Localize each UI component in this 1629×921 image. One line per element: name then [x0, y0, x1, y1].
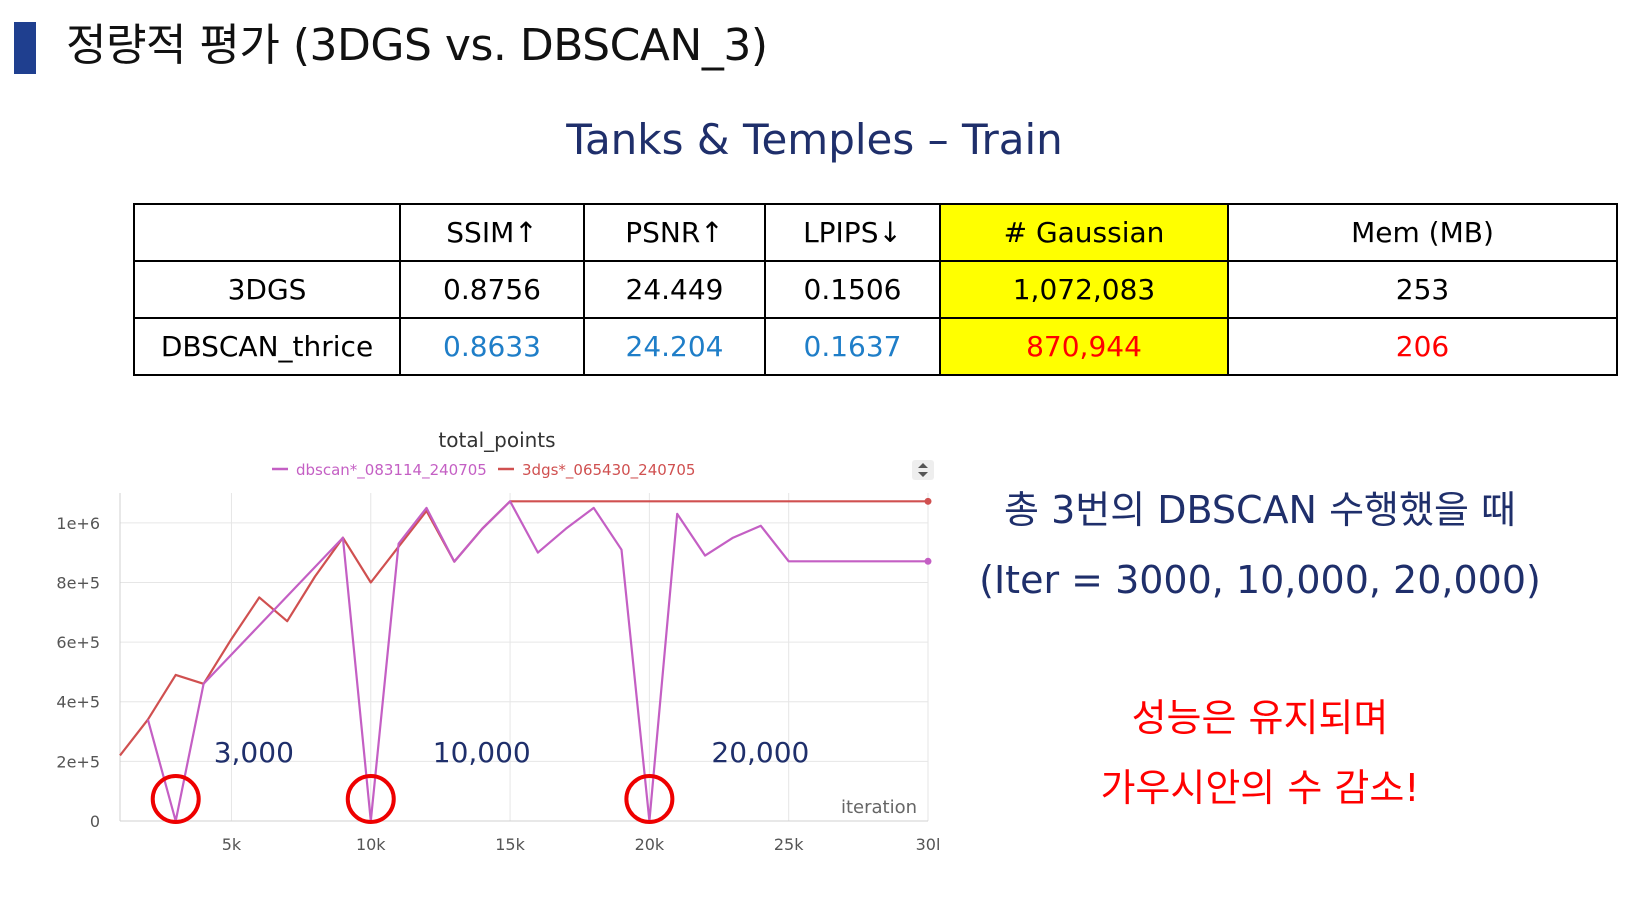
cell-mem: 206 [1227, 317, 1618, 376]
annotation-circle [624, 774, 675, 824]
x-tick-label: 5k [222, 835, 242, 854]
cell-psnr: 24.449 [583, 260, 766, 319]
y-tick-label: 1e+6 [56, 514, 100, 533]
table-subtitle: Tanks & Temples – Train [566, 115, 1063, 164]
legend-label: 3dgs*_065430_240705 [522, 461, 695, 480]
header-mem: Mem (MB) [1227, 203, 1618, 262]
y-tick-label: 8e+5 [56, 573, 100, 592]
header-gaussian: # Gaussian [939, 203, 1229, 262]
note-line-4: 가우시안의 수 감소! [1100, 766, 1420, 810]
series-end-point [924, 497, 932, 505]
cell-lpips: 0.1637 [764, 317, 941, 376]
x-tick-label: 10k [356, 835, 386, 854]
y-tick-label: 2e+5 [56, 752, 100, 771]
x-tick-label: 30l [916, 835, 941, 854]
total-points-chart: 0 2e+5 4e+5 6e+5 8e+5 1e+6 5k 10k 15k 20k 25k 30l to… [56, 430, 941, 854]
header-empty [133, 203, 401, 262]
x-tick-label: 20k [635, 835, 665, 854]
row-label: 3DGS [133, 260, 401, 319]
cell-mem: 253 [1227, 260, 1618, 319]
note-line-2: (Iter = 3000, 10,000, 20,000) [979, 558, 1541, 602]
series-end-point [924, 557, 932, 565]
y-tick-label: 6e+5 [56, 633, 100, 652]
cell-lpips: 0.1506 [764, 260, 941, 319]
legend-scroll-arrows-icon [918, 463, 928, 477]
cell-ssim: 0.8633 [399, 317, 585, 376]
title-accent-bar [14, 22, 36, 74]
cell-psnr: 24.204 [583, 317, 766, 376]
legend-scroll-icon [912, 460, 934, 480]
row-label: DBSCAN_thrice [133, 317, 401, 376]
annotation-circle [150, 774, 201, 824]
cell-gaussian: 870,944 [939, 317, 1229, 376]
header-lpips: LPIPS↓ [764, 203, 941, 262]
cell-ssim: 0.8756 [399, 260, 585, 319]
table-row: DBSCAN_thrice 0.8633 24.204 0.1637 870,9… [133, 317, 1618, 376]
table-header-row: SSIM↑ PSNR↑ LPIPS↓ # Gaussian Mem (MB) [133, 203, 1618, 262]
annotation-label: 10,000 [433, 736, 531, 769]
series-line [119, 500, 928, 757]
annotation-circle [345, 774, 396, 824]
series-line [146, 500, 928, 823]
x-tick-label: 15k [495, 835, 525, 854]
annotation-label: 20,000 [711, 736, 809, 769]
metrics-table: SSIM↑ PSNR↑ LPIPS↓ # Gaussian Mem (MB) 3… [133, 203, 1618, 376]
chart-title: total_points [438, 430, 555, 452]
note-line-3: 성능은 유지되며 [1131, 696, 1389, 740]
cell-gaussian: 1,072,083 [939, 260, 1229, 319]
header-psnr: PSNR↑ [583, 203, 766, 262]
slide-title: 정량적 평가 (3DGS vs. DBSCAN_3) [66, 20, 768, 71]
note-line-1: 총 3번의 DBSCAN 수행했을 때 [1004, 488, 1516, 532]
header-ssim: SSIM↑ [399, 203, 585, 262]
y-tick-label: 4e+5 [56, 693, 100, 712]
x-tick-label: 25k [774, 835, 804, 854]
legend-label: dbscan*_083114_240705 [296, 461, 487, 480]
x-axis-label: iteration [841, 797, 917, 818]
table-row: 3DGS 0.8756 24.449 0.1506 1,072,083 253 [133, 260, 1618, 319]
y-tick-label: 0 [90, 812, 100, 831]
annotation-label: 3,000 [214, 736, 294, 769]
